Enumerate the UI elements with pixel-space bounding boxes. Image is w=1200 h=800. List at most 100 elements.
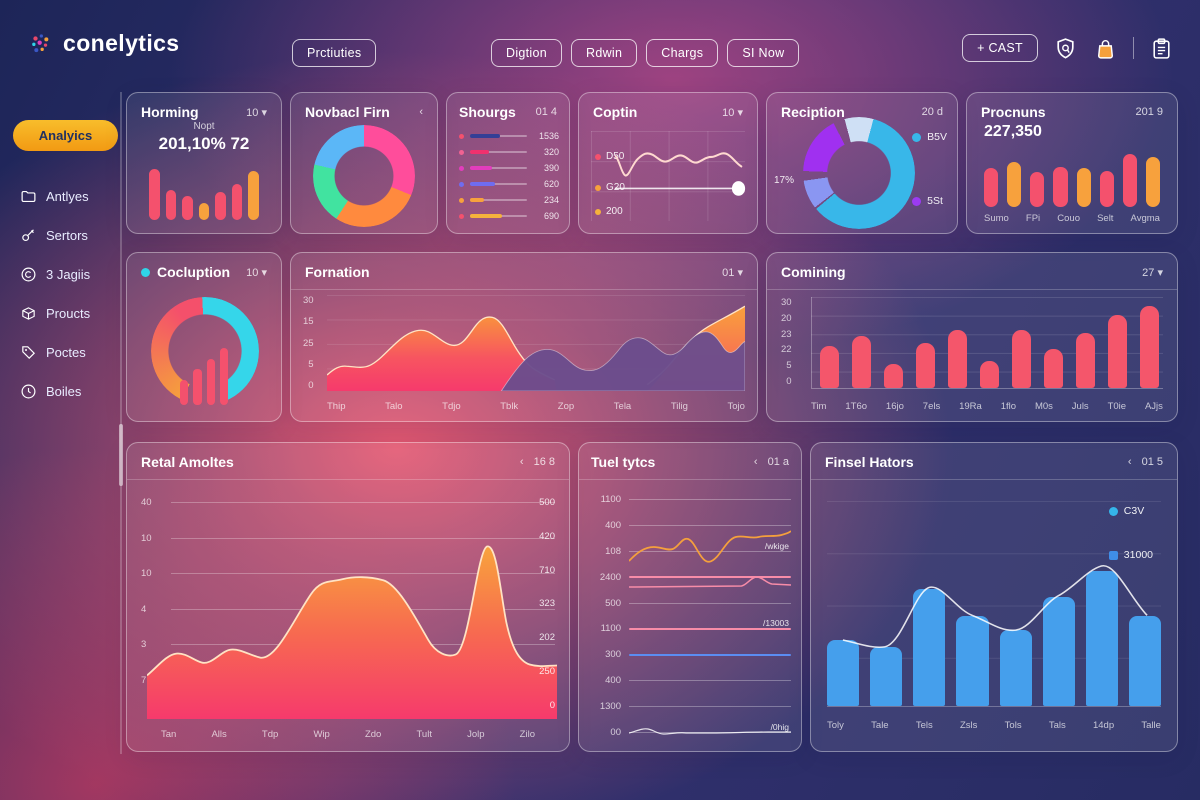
bar: [820, 346, 839, 388]
nav-button-digtion[interactable]: Digtion: [491, 39, 563, 67]
annotation: /0hig: [770, 721, 789, 732]
bar-chart-plot: [811, 297, 1163, 389]
axis-label: Tim: [811, 401, 827, 412]
card-title: Procnuns: [981, 104, 1046, 120]
range-selector[interactable]: 01 a: [767, 456, 789, 468]
nav-button-chargs[interactable]: Chargs: [646, 39, 719, 67]
sidebar-item-antlyes[interactable]: Antlyes: [0, 177, 122, 216]
axis-label: Juls: [1071, 401, 1089, 412]
legend-label: G20: [606, 182, 625, 193]
gridline: [171, 502, 555, 503]
tuel-pink-bump-svg: [629, 576, 791, 588]
sidebar: Analyics Antlyes Sertors 3 Jagiis Prouct…: [0, 110, 122, 411]
status-dot: [141, 267, 150, 277]
axis-label: 19Ra: [959, 401, 982, 412]
axis-label: 5: [786, 360, 792, 372]
dropdown[interactable]: 27 ▾: [1142, 266, 1163, 279]
range-selector[interactable]: 20 d: [921, 106, 943, 118]
axis-label: 7els: [922, 401, 941, 412]
mini-bar-chart: [149, 162, 260, 220]
sparkline: [629, 499, 791, 500]
prev-arrow[interactable]: ‹: [419, 106, 423, 118]
axis-label: 30: [781, 297, 792, 308]
gauge-chart: [151, 297, 259, 405]
profile-button[interactable]: Prctiuties: [292, 39, 377, 67]
hbar-value: 620: [543, 179, 559, 189]
hbar-row: 620: [459, 177, 559, 191]
nav-button-si-now[interactable]: SI Now: [727, 39, 800, 67]
card-title: Retal Amoltes: [141, 454, 234, 470]
legend-label: 5St: [927, 195, 943, 207]
legend-item: C3V: [1108, 505, 1153, 517]
logo: conelytics: [28, 30, 180, 57]
clipboard-icon[interactable]: [1149, 36, 1174, 61]
legend-item: G20: [595, 182, 625, 193]
gauge-inner-bars: [180, 339, 228, 405]
axis-label: 20: [781, 312, 792, 324]
legend: B5V 5St: [912, 131, 947, 207]
axis-label: 500: [605, 597, 621, 609]
range-selector[interactable]: 201 9: [1135, 106, 1163, 118]
hbar-value: 390: [543, 163, 559, 173]
card-tuel: Tuel tytcs ‹ 01 a 1100 400 108/wkige 2400 50…: [578, 442, 802, 752]
card-procnuns: Procnuns 201 9 227,350 Sumo FPi Couo Selt Av…: [966, 92, 1178, 234]
sidebar-item-analyics[interactable]: Analyics: [13, 120, 118, 151]
sidebar-item-jagiis[interactable]: 3 Jagiis: [0, 255, 122, 294]
logo-text: conelytics: [63, 30, 180, 56]
sidebar-item-proucts[interactable]: Proucts: [0, 294, 122, 333]
range-selector[interactable]: 16 8: [533, 456, 555, 468]
nav-button-rdwin[interactable]: Rdwin: [571, 39, 638, 67]
axis-label: 3: [141, 639, 147, 650]
axis-label: 108: [605, 545, 621, 557]
axis-label: 10: [141, 568, 152, 579]
dropdown[interactable]: 10 ▾: [246, 266, 267, 279]
dropdown[interactable]: 10 ▾: [722, 106, 743, 119]
bar: [1076, 332, 1095, 388]
axis-label: Couo: [1057, 213, 1080, 224]
card-novbacl: Novbacl Firn ‹: [290, 92, 438, 234]
bar: [870, 646, 903, 706]
clock-icon: [21, 384, 36, 399]
axis-label: 420: [539, 530, 555, 542]
scrollbar-thumb[interactable]: [119, 424, 123, 486]
sidebar-item-label: Sertors: [46, 228, 88, 243]
axis-label: Tdjo: [442, 401, 461, 412]
sidebar-item-sertors[interactable]: Sertors: [0, 216, 122, 255]
card-title: Reciption: [781, 104, 845, 120]
range-selector[interactable]: 01 4: [535, 106, 557, 118]
sidebar-item-label: Antlyes: [46, 189, 89, 204]
card-title-text: Cocluption: [157, 264, 231, 280]
content-divider: [120, 92, 122, 754]
prev-arrow[interactable]: ‹: [1127, 456, 1132, 468]
card-title: Coptin: [593, 104, 638, 120]
hbar-value: 320: [543, 147, 559, 157]
hbar-track: [470, 166, 527, 171]
bag-icon[interactable]: [1093, 36, 1118, 61]
nav-group: Digtion Rdwin Chargs SI Now: [491, 39, 800, 67]
dropdown[interactable]: 01 ▾: [722, 266, 743, 279]
legend-dot: [595, 153, 601, 160]
sidebar-item-boiles[interactable]: Boiles: [0, 372, 122, 411]
cast-button[interactable]: + CAST: [962, 34, 1038, 62]
hbar-fill: [470, 150, 490, 155]
axis-label: Alls: [211, 729, 227, 740]
axis-label: 0: [786, 375, 792, 387]
sidebar-item-label: 3 Jagiis: [46, 267, 91, 282]
bar: [916, 343, 935, 388]
prev-arrow[interactable]: ‹: [753, 456, 758, 468]
gridline: [171, 573, 555, 574]
dropdown[interactable]: 10 ▾: [246, 106, 267, 119]
axis-label: 30: [303, 295, 314, 306]
sidebar-item-poctes[interactable]: Poctes: [0, 333, 122, 372]
axis-label: Tels: [915, 720, 933, 731]
shield-icon[interactable]: [1053, 36, 1078, 61]
axis-label: 300: [605, 649, 621, 661]
header-actions: + CAST: [962, 34, 1174, 62]
kpi-value: 227,350: [984, 123, 1042, 140]
grid-row: 10: [141, 568, 555, 579]
axis-label: Selt: [1097, 213, 1114, 224]
range-selector[interactable]: 01 5: [1141, 456, 1163, 468]
sidebar-item-label: Boiles: [46, 384, 82, 399]
prev-arrow[interactable]: ‹: [519, 456, 524, 468]
